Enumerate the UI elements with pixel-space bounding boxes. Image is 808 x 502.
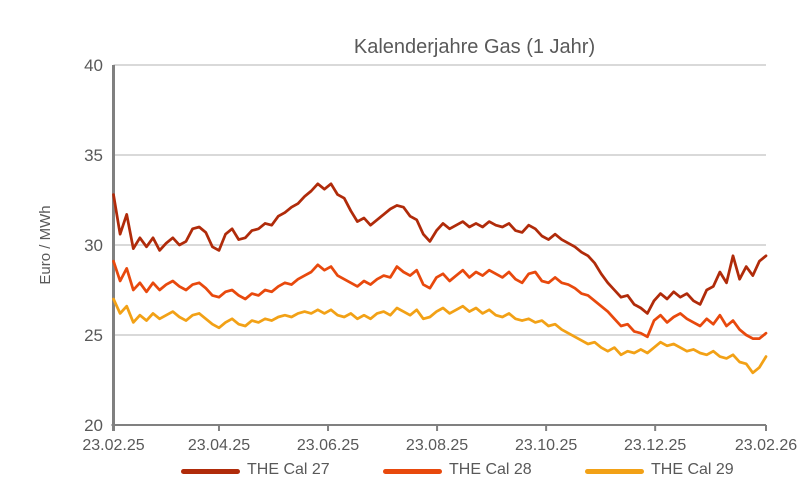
series-line-0 xyxy=(112,182,768,315)
y-tick-label-35: 35 xyxy=(84,146,103,165)
x-tick-label: 23.02.25 xyxy=(82,437,145,454)
legend-label: THE Cal 28 xyxy=(449,461,532,478)
x-tick-label: 23.04.25 xyxy=(187,437,251,454)
legend-swatch-icon xyxy=(383,469,442,474)
x-tick-label: 23.02.26 xyxy=(734,437,798,454)
legend-label: THE Cal 27 xyxy=(247,461,330,478)
x-tick-label: 23.08.25 xyxy=(405,437,469,454)
legend-swatch-icon xyxy=(181,469,240,474)
x-tick-label: 23.12.25 xyxy=(624,437,687,454)
series-line-1 xyxy=(112,259,768,340)
y-tick-label-25: 25 xyxy=(84,326,103,345)
x-tick-label: 23.06.25 xyxy=(296,437,360,454)
legend-swatch-icon xyxy=(585,469,644,474)
y-tick-label-40: 40 xyxy=(84,56,103,75)
x-tick-label: 23.10.25 xyxy=(514,437,578,454)
chart-title: Kalenderjahre Gas (1 Jahr) xyxy=(353,36,596,58)
y-tick-label-20: 20 xyxy=(84,416,103,435)
legend-label: THE Cal 29 xyxy=(651,461,734,478)
y-tick-label-30: 30 xyxy=(84,236,103,255)
series-line-2 xyxy=(112,297,768,375)
